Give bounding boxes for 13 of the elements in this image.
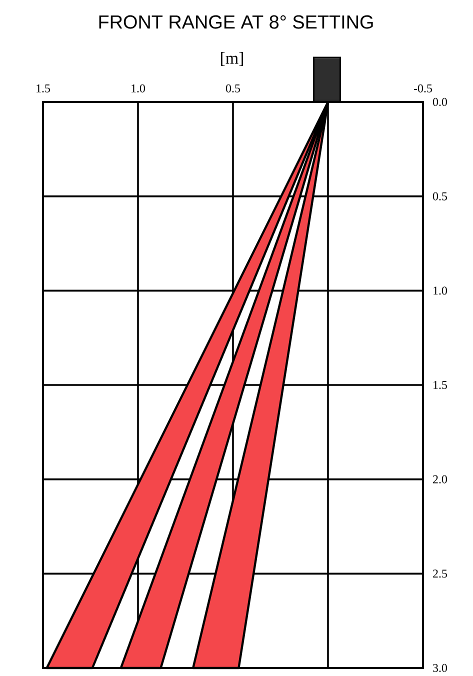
y-tick-label: 0.0 <box>432 98 447 106</box>
x-tick-label: -0.5 <box>414 84 432 92</box>
y-tick-label: 0.5 <box>432 192 447 200</box>
x-tick-label: 1.5 <box>36 84 50 92</box>
y-tick-label: 2.5 <box>433 570 447 578</box>
y-tick-label: 3.0 <box>433 664 447 672</box>
y-tick-label: 2.0 <box>433 475 447 484</box>
y-tick-label: 1.0 <box>434 286 447 295</box>
x-axis-title: [m] <box>221 52 243 66</box>
y-tick-label: 1.5 <box>434 380 447 390</box>
chart-title: FRONT RANGE AT 8° SETTING <box>99 15 373 29</box>
x-tick-label: 1.0 <box>132 84 146 92</box>
x-tick-label: 0.5 <box>226 84 240 92</box>
